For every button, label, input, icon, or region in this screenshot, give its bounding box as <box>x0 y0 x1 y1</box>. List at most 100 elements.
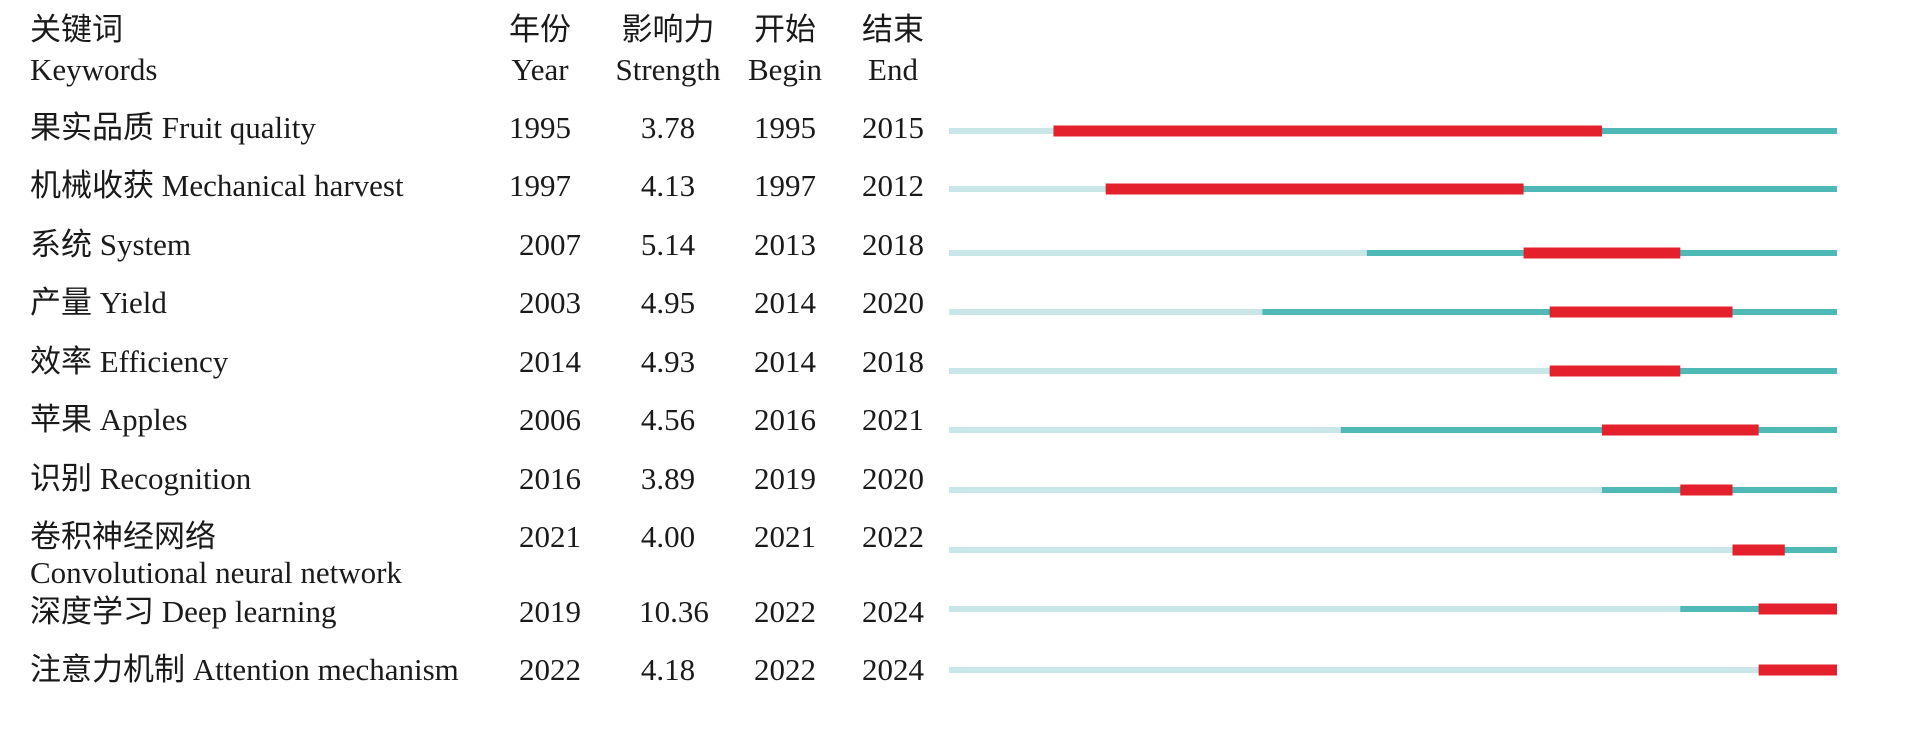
keyword-cell: 苹果 Apples <box>30 402 188 438</box>
end-cell: 2024 <box>862 594 924 629</box>
strength-cell: 4.18 <box>640 652 696 687</box>
strength-cell: 4.95 <box>640 285 696 320</box>
timeline-active <box>1262 309 1837 315</box>
burst-bar <box>1549 365 1681 377</box>
burst-bar <box>1758 603 1837 615</box>
header-strength-zh: 影响力 <box>621 12 715 47</box>
keyword-en: Convolutional neural network <box>30 555 402 590</box>
keyword-zh: 识别 <box>30 461 92 496</box>
timeline-inactive <box>949 547 1837 553</box>
keyword-en: Apples <box>99 402 188 437</box>
keyword-zh: 深度学习 <box>30 594 154 629</box>
keyword-cell: 效率 Efficiency <box>30 344 228 380</box>
begin-cell: 2013 <box>754 227 816 262</box>
keyword-zh: 苹果 <box>30 402 92 437</box>
header-keywords-en: Keywords <box>30 52 158 87</box>
end-cell: 2021 <box>862 402 924 437</box>
year-cell: 2003 <box>519 285 581 320</box>
year-cell: 2021 <box>519 519 581 554</box>
header-year-zh: 年份 <box>509 12 571 47</box>
begin-cell: 2014 <box>754 285 816 320</box>
keyword-zh: 卷积神经网络 <box>30 519 216 554</box>
begin-cell: 1997 <box>754 168 816 203</box>
strength-cell: 4.56 <box>640 402 696 437</box>
strength-cell: 5.14 <box>640 227 696 262</box>
keyword-cell: 深度学习 Deep learning <box>30 594 336 630</box>
end-cell: 2020 <box>862 285 924 320</box>
keyword-cell: 系统 System <box>30 227 191 263</box>
year-cell: 1997 <box>509 168 571 203</box>
keyword-en: Efficiency <box>99 344 229 379</box>
begin-cell: 1995 <box>754 110 816 145</box>
year-cell: 2022 <box>519 652 581 687</box>
header-begin: 开始 Begin <box>740 10 830 90</box>
begin-cell: 2016 <box>754 402 816 437</box>
keyword-en: Mechanical harvest <box>161 168 404 203</box>
begin-cell: 2022 <box>754 594 816 629</box>
keyword-cell: 机械收获 Mechanical harvest <box>30 168 404 204</box>
end-cell: 2020 <box>862 461 924 496</box>
header-end-en: End <box>868 52 918 87</box>
header-year: 年份 Year <box>498 10 582 90</box>
end-cell: 2012 <box>862 168 924 203</box>
strength-cell: 4.00 <box>640 519 696 554</box>
header-begin-zh: 开始 <box>754 12 816 47</box>
year-cell: 2007 <box>519 227 581 262</box>
year-cell: 2019 <box>519 594 581 629</box>
begin-cell: 2014 <box>754 344 816 379</box>
keyword-zh: 注意力机制 <box>30 652 185 687</box>
begin-cell: 2022 <box>754 652 816 687</box>
timeline-inactive <box>949 487 1837 493</box>
keyword-zh: 效率 <box>30 344 92 379</box>
header-begin-en: Begin <box>747 52 823 87</box>
header-strength-en: Strength <box>615 52 721 87</box>
burst-bar <box>1758 664 1837 676</box>
timeline-inactive <box>949 606 1837 612</box>
strength-cell: 3.89 <box>640 461 696 496</box>
timeline-inactive <box>949 667 1837 673</box>
timeline-inactive <box>949 368 1837 374</box>
end-cell: 2015 <box>862 110 924 145</box>
end-cell: 2018 <box>862 344 924 379</box>
keyword-cell: 产量 Yield <box>30 285 167 321</box>
year-cell: 1995 <box>509 110 571 145</box>
strength-cell: 3.78 <box>640 110 696 145</box>
strength-cell: 10.36 <box>639 594 709 629</box>
keyword-en: Deep learning <box>161 594 337 629</box>
header-year-en: Year <box>511 52 569 87</box>
keyword-zh: 机械收获 <box>30 168 154 203</box>
end-cell: 2024 <box>862 652 924 687</box>
year-cell: 2006 <box>519 402 581 437</box>
year-cell: 2014 <box>519 344 581 379</box>
keyword-en: System <box>99 227 192 262</box>
keyword-cell: 识别 Recognition <box>30 461 251 497</box>
burst-bar <box>1053 125 1602 137</box>
end-cell: 2018 <box>862 227 924 262</box>
strength-cell: 4.93 <box>640 344 696 379</box>
keyword-en: Recognition <box>99 461 252 496</box>
header-keywords: 关键词 Keywords <box>30 10 157 90</box>
keyword-cell: 卷积神经网络 Convolutional neural network <box>30 519 402 591</box>
keyword-zh: 系统 <box>30 227 92 262</box>
header-end: 结束 End <box>852 10 934 90</box>
begin-cell: 2021 <box>754 519 816 554</box>
header-end-zh: 结束 <box>862 12 924 47</box>
burst-bar <box>1549 306 1733 318</box>
header-strength: 影响力 Strength <box>608 10 728 90</box>
year-cell: 2016 <box>519 461 581 496</box>
end-cell: 2022 <box>862 519 924 554</box>
keyword-en: Fruit quality <box>161 110 316 145</box>
burst-bar <box>1523 247 1681 259</box>
keyword-en: Attention mechanism <box>192 652 459 687</box>
timeline-active <box>1340 427 1837 433</box>
burst-bar <box>1680 484 1733 496</box>
keyword-zh: 产量 <box>30 285 92 320</box>
timeline-active <box>1549 368 1837 374</box>
keyword-cell: 注意力机制 Attention mechanism <box>30 652 459 688</box>
burst-bar <box>1105 183 1524 195</box>
keyword-zh: 果实品质 <box>30 110 154 145</box>
burst-bar <box>1732 544 1785 556</box>
strength-cell: 4.13 <box>640 168 696 203</box>
burst-bar <box>1601 424 1759 436</box>
